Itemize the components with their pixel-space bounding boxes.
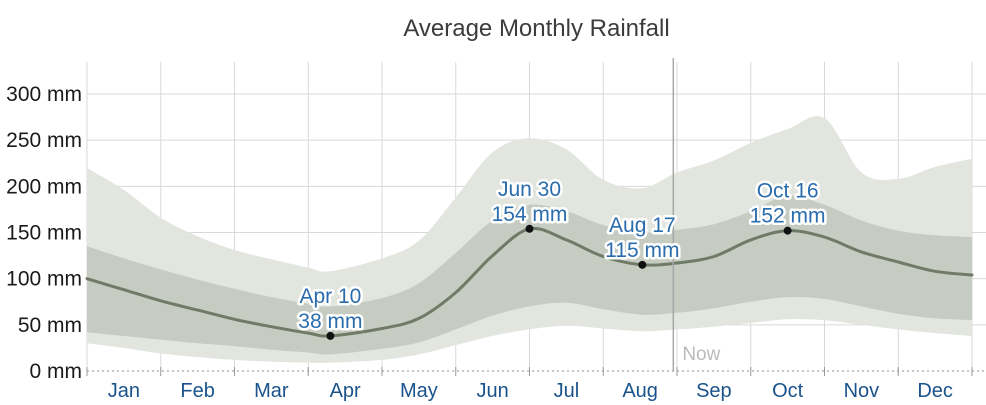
month-label: Feb (180, 380, 214, 402)
annotation-value: 38 mm (298, 310, 362, 333)
band-inner (87, 195, 972, 355)
month-label: Aug (622, 380, 658, 402)
month-label: Dec (917, 380, 953, 402)
y-tick-label: 100 mm (6, 268, 82, 291)
marker-dot (326, 331, 335, 340)
month-label: Jul (554, 380, 580, 402)
month-label: Mar (254, 380, 289, 402)
marker-dot (783, 226, 792, 235)
annotation-date: Jun 30 (498, 178, 561, 201)
annotation-date: Oct 16 (757, 180, 819, 203)
month-label: Sep (696, 380, 732, 402)
y-tick-label: 150 mm (6, 222, 82, 245)
marker-dot (638, 260, 647, 269)
y-tick-label: 50 mm (18, 314, 82, 337)
month-label: Oct (772, 380, 804, 402)
marker-dot (525, 224, 534, 233)
y-tick-label: 300 mm (6, 83, 82, 106)
month-label: Jan (108, 380, 140, 402)
y-tick-label: 0 mm (30, 360, 83, 383)
month-label: May (400, 380, 438, 402)
annotation-date: Aug 17 (609, 214, 676, 237)
annotation-value: 154 mm (492, 203, 568, 226)
y-tick-label: 250 mm (6, 129, 82, 152)
annotation-value: 152 mm (750, 205, 826, 228)
annotation-value: 115 mm (605, 239, 679, 262)
chart-title: Average Monthly Rainfall (403, 15, 670, 42)
annotation-date: Apr 10 (299, 285, 361, 308)
month-label: Apr (330, 380, 361, 402)
now-label: Now (682, 344, 720, 365)
month-label: Nov (844, 380, 880, 402)
month-label: Jun (477, 380, 509, 402)
y-tick-label: 200 mm (6, 175, 82, 198)
